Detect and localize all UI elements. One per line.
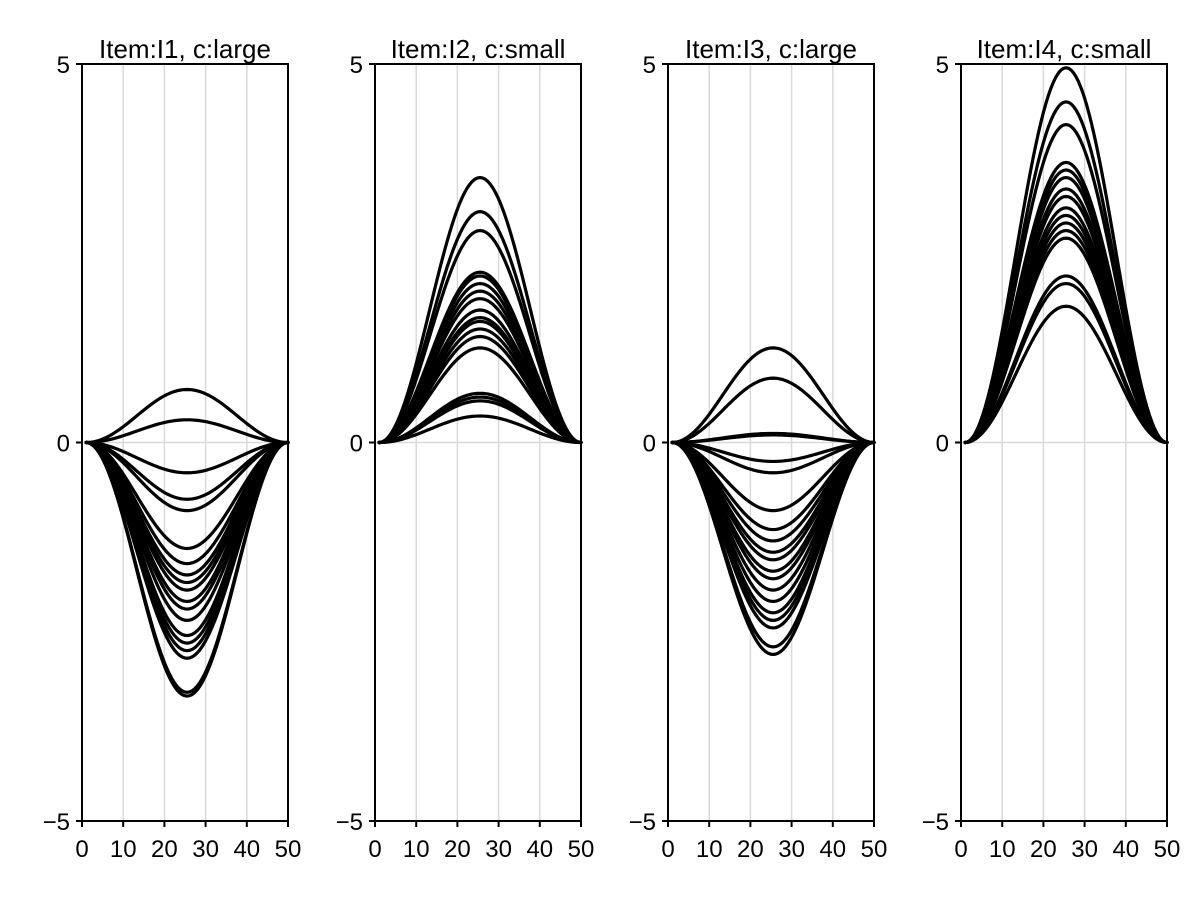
series-line [670,440,876,657]
series-line [84,440,290,698]
x-tick-label: 30 [192,836,219,863]
x-tick-label: 30 [485,836,512,863]
series-line [670,440,876,513]
x-tick-label: 0 [75,836,88,863]
y-tick-label: −5 [43,809,70,836]
x-tick-label: 50 [275,836,302,863]
x-tick-label: 50 [568,836,595,863]
series-line [84,440,290,551]
series-line [670,440,876,630]
x-tick-label: 10 [110,836,137,863]
y-tick-label: 5 [350,52,363,79]
series-line [670,433,876,445]
x-tick-label: 20 [737,836,764,863]
x-tick-label: 0 [368,836,381,863]
x-tick-label: 20 [444,836,471,863]
series-line [963,236,1169,445]
y-tick-label: −5 [922,809,949,836]
x-tick-label: 50 [861,836,888,863]
series-line [670,440,876,543]
y-tick-label: −5 [629,809,656,836]
series-line [84,440,290,660]
series-line [84,387,290,445]
series-line [84,440,290,513]
panel-title: Item:I4, c:small [977,34,1152,64]
series-line [84,440,290,475]
series-line [84,418,290,445]
y-tick-label: 0 [936,431,949,458]
panel-title: Item:I2, c:small [391,34,566,64]
y-tick-label: 5 [936,52,949,79]
y-tick-label: 5 [57,52,70,79]
x-tick-label: 50 [1154,836,1181,863]
x-tick-label: 20 [151,836,178,863]
x-tick-label: 0 [661,836,674,863]
x-tick-label: 10 [696,836,723,863]
x-tick-label: 40 [1112,836,1139,863]
series-line [963,122,1169,445]
series-line [670,376,876,445]
x-tick-label: 40 [819,836,846,863]
y-tick-label: 0 [350,431,363,458]
series-line [963,281,1169,445]
series-line [670,440,876,475]
x-tick-label: 30 [1071,836,1098,863]
x-tick-label: 30 [778,836,805,863]
series-line [963,304,1169,445]
series-line [670,440,876,464]
series-line [377,414,583,445]
series-line [377,175,583,445]
series-line [963,66,1169,445]
series-line [84,440,290,566]
x-tick-label: 20 [1030,836,1057,863]
y-tick-label: 0 [643,431,656,458]
x-tick-label: 10 [403,836,430,863]
y-tick-label: −5 [336,809,363,836]
series-line [670,346,876,445]
x-tick-label: 40 [526,836,553,863]
panel-title: Item:I1, c:large [99,34,271,64]
series-line [377,228,583,445]
x-tick-label: 0 [954,836,967,863]
x-tick-label: 10 [989,836,1016,863]
y-tick-label: 0 [57,431,70,458]
series-line [670,440,876,532]
series-line [377,334,583,445]
panel-title: Item:I3, c:large [685,34,857,64]
series-line [377,346,583,445]
x-tick-label: 40 [233,836,260,863]
y-tick-label: 5 [643,52,656,79]
series-line [84,440,290,501]
series-line [377,399,583,445]
